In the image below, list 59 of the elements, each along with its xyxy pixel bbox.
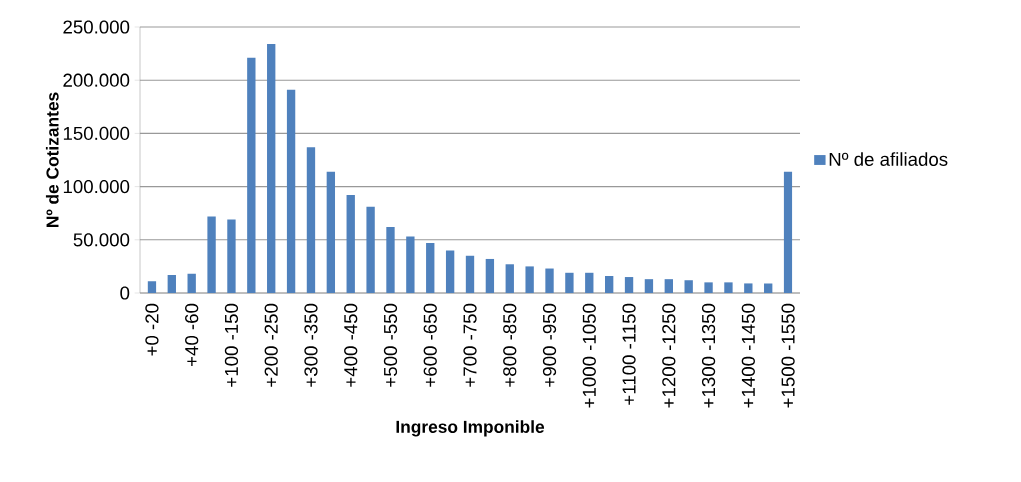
- bar: [346, 195, 355, 293]
- bar: [664, 279, 673, 293]
- x-tick-label: +800 -850: [503, 303, 517, 387]
- x-tick-label: +1400 -1450: [741, 303, 755, 408]
- y-tick-label: 150.000: [63, 126, 130, 141]
- bar: [267, 44, 276, 293]
- x-tick-label: +1100 -1150: [622, 303, 636, 405]
- bar: [406, 236, 415, 293]
- y-tick-label: 200.000: [63, 73, 130, 87]
- bar: [525, 266, 534, 293]
- bar: [247, 57, 256, 293]
- y-tick-label: 0: [120, 286, 130, 300]
- y-tick-label: 100.000: [63, 179, 130, 194]
- bar: [306, 147, 316, 293]
- bar: [545, 268, 554, 293]
- bar: [227, 219, 236, 293]
- bar: [565, 272, 574, 293]
- bar: [386, 227, 395, 293]
- bar: [147, 281, 157, 293]
- legend-label: Nº de afiliados: [829, 152, 948, 166]
- bar: [585, 272, 594, 293]
- bar: [286, 89, 296, 293]
- x-tick-label: +500 -550: [383, 303, 398, 387]
- x-tick-label: +600 -650: [423, 303, 437, 387]
- bar: [465, 255, 475, 293]
- x-tick-label: +400 -450: [344, 303, 358, 387]
- bar: [426, 242, 435, 293]
- bar: [704, 282, 713, 293]
- bar: [326, 171, 336, 293]
- y-tick-label: 250.000: [63, 20, 130, 34]
- bar: [684, 280, 693, 293]
- bar: [366, 206, 375, 293]
- bar: [445, 250, 455, 293]
- x-tick-label: +1200 -1250: [662, 303, 676, 408]
- x-axis-title: Ingreso Imponible: [396, 420, 545, 437]
- bar: [505, 264, 514, 293]
- x-tick-label: +900 -950: [542, 303, 557, 387]
- x-tick-label: +200 -250: [264, 303, 278, 387]
- x-tick-label: +300 -350: [304, 303, 318, 387]
- x-tick-label: +0 -20: [145, 303, 159, 356]
- bar: [187, 273, 196, 293]
- bar: [167, 274, 176, 293]
- y-axis-title: Nº de Cotizantes: [45, 92, 59, 228]
- bar: [604, 275, 614, 293]
- x-tick-label: +100 -150: [224, 303, 239, 387]
- bar: [485, 258, 495, 293]
- bar: [207, 216, 216, 293]
- y-tick-label: 50.000: [73, 233, 130, 247]
- bar: [724, 282, 733, 293]
- bar: [644, 279, 654, 293]
- x-tick-label: +40 -60: [185, 303, 199, 366]
- bar: [783, 171, 793, 293]
- x-tick-label: +1000 -1050: [582, 303, 596, 408]
- x-tick-label: +700 -750: [463, 303, 477, 387]
- x-tick-label: +1300 -1350: [701, 303, 716, 408]
- bar: [764, 283, 773, 293]
- bar: [744, 283, 753, 293]
- x-tick-label: +1500 -1550: [781, 303, 795, 408]
- bar: [624, 277, 634, 293]
